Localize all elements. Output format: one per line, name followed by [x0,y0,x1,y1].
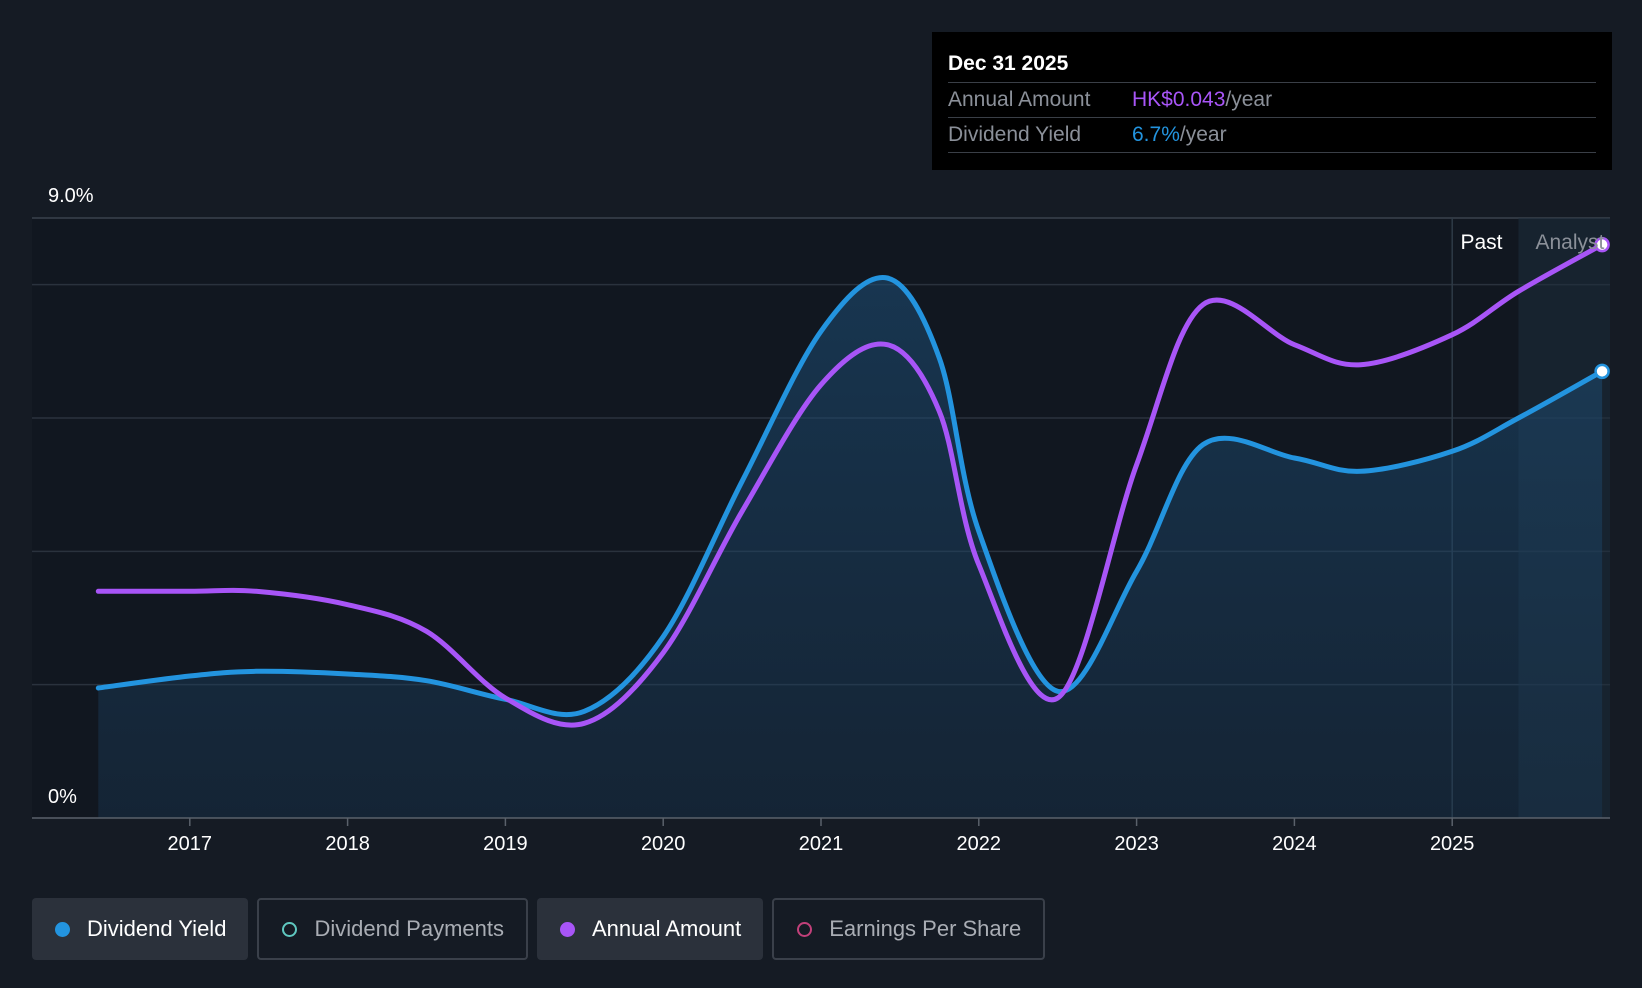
x-tick-label: 2022 [957,833,1002,855]
tooltip-value: 6.7% [1132,123,1180,146]
annual-amount-end-marker [1594,236,1610,253]
tooltip-date: Dec 31 2025 [948,52,1069,75]
dividend-yield-end-marker [1594,363,1610,380]
annual-amount-line [95,242,1605,728]
legend-ring-icon [282,921,298,937]
legend-label: Earnings Per Share [829,916,1022,941]
tooltip-suffix: /year [1179,123,1227,146]
dividend-yield-area [98,277,1603,818]
tooltip-label: Dividend Yield [948,123,1082,146]
x-tick-label: 2017 [168,833,213,855]
y-axis-max-label: 9.0% [48,185,94,207]
dividend-yield-line [95,275,1605,718]
legend-ring-icon [797,921,813,937]
tooltip-row-annual-amount: Annual Amount HK$0.043 /year [948,82,1596,117]
tooltip-suffix: /year [1225,88,1273,111]
series-end-markers [1594,236,1610,380]
legend-dividend-yield-button[interactable]: Dividend Yield [32,898,249,960]
tooltip-label: Annual Amount [948,88,1091,111]
x-tick-labels: 2017 2018 2019 2020 2021 2022 2023 2024 2025 [168,818,1475,855]
x-tick-label: 2024 [1272,833,1317,855]
legend-dot-icon [559,921,575,937]
legend-earnings-per-share-button[interactable]: Earnings Per Share [772,898,1046,960]
x-tick-label: 2021 [799,833,844,855]
legend-label: Annual Amount [591,916,742,941]
analyst-label: Analyst [1535,231,1604,254]
x-tick-label: 2019 [483,833,528,855]
legend-label: Dividend Yield [87,916,227,941]
series-lines [95,242,1605,728]
legend-annual-amount-button[interactable]: Annual Amount [536,898,764,960]
x-tick-label: 2020 [641,833,686,855]
dividend-yield-area [98,277,1603,818]
legend-dividend-payments-button[interactable]: Dividend Payments [257,898,528,960]
y-axis-min-label: 0% [48,786,77,808]
chart-legend: Dividend Yield Dividend Payments Annual … [32,898,1046,960]
tooltip-value: HK$0.043 [1132,88,1226,111]
hover-tooltip: Dec 31 2025 Annual Amount HK$0.043 /year… [932,32,1612,170]
legend-dot-icon [55,921,70,937]
past-label: Past [1460,231,1502,254]
x-tick-label: 2023 [1114,833,1159,855]
x-tick-label: 2025 [1430,833,1475,855]
tooltip-row-dividend-yield: Dividend Yield 6.7% /year [948,117,1596,153]
legend-label: Dividend Payments [314,916,504,941]
x-tick-label: 2018 [325,833,370,855]
